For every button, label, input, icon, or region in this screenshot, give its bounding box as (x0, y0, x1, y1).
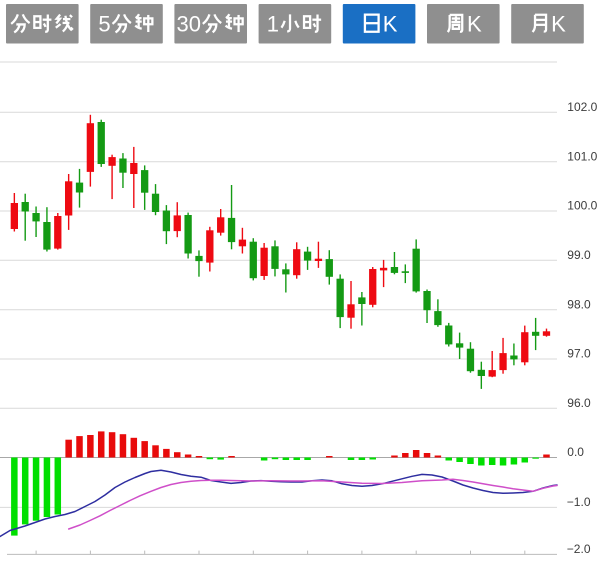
svg-text:98.0: 98.0 (567, 297, 591, 311)
svg-text:K: K (467, 11, 482, 36)
svg-text:30: 30 (176, 11, 200, 36)
svg-text:−2.0: −2.0 (567, 542, 591, 556)
svg-text:102.0: 102.0 (567, 100, 597, 114)
svg-text:K: K (383, 11, 398, 36)
svg-text:101.0: 101.0 (567, 149, 597, 163)
svg-text:5: 5 (98, 11, 110, 36)
svg-text:0.0: 0.0 (567, 445, 584, 459)
svg-text:99.0: 99.0 (567, 248, 591, 262)
svg-text:97.0: 97.0 (567, 347, 591, 361)
svg-text:K: K (551, 11, 566, 36)
svg-text:96.0: 96.0 (567, 396, 591, 410)
svg-text:100.0: 100.0 (567, 199, 597, 213)
svg-text:1: 1 (267, 11, 279, 36)
svg-text:−1.0: −1.0 (567, 495, 591, 509)
